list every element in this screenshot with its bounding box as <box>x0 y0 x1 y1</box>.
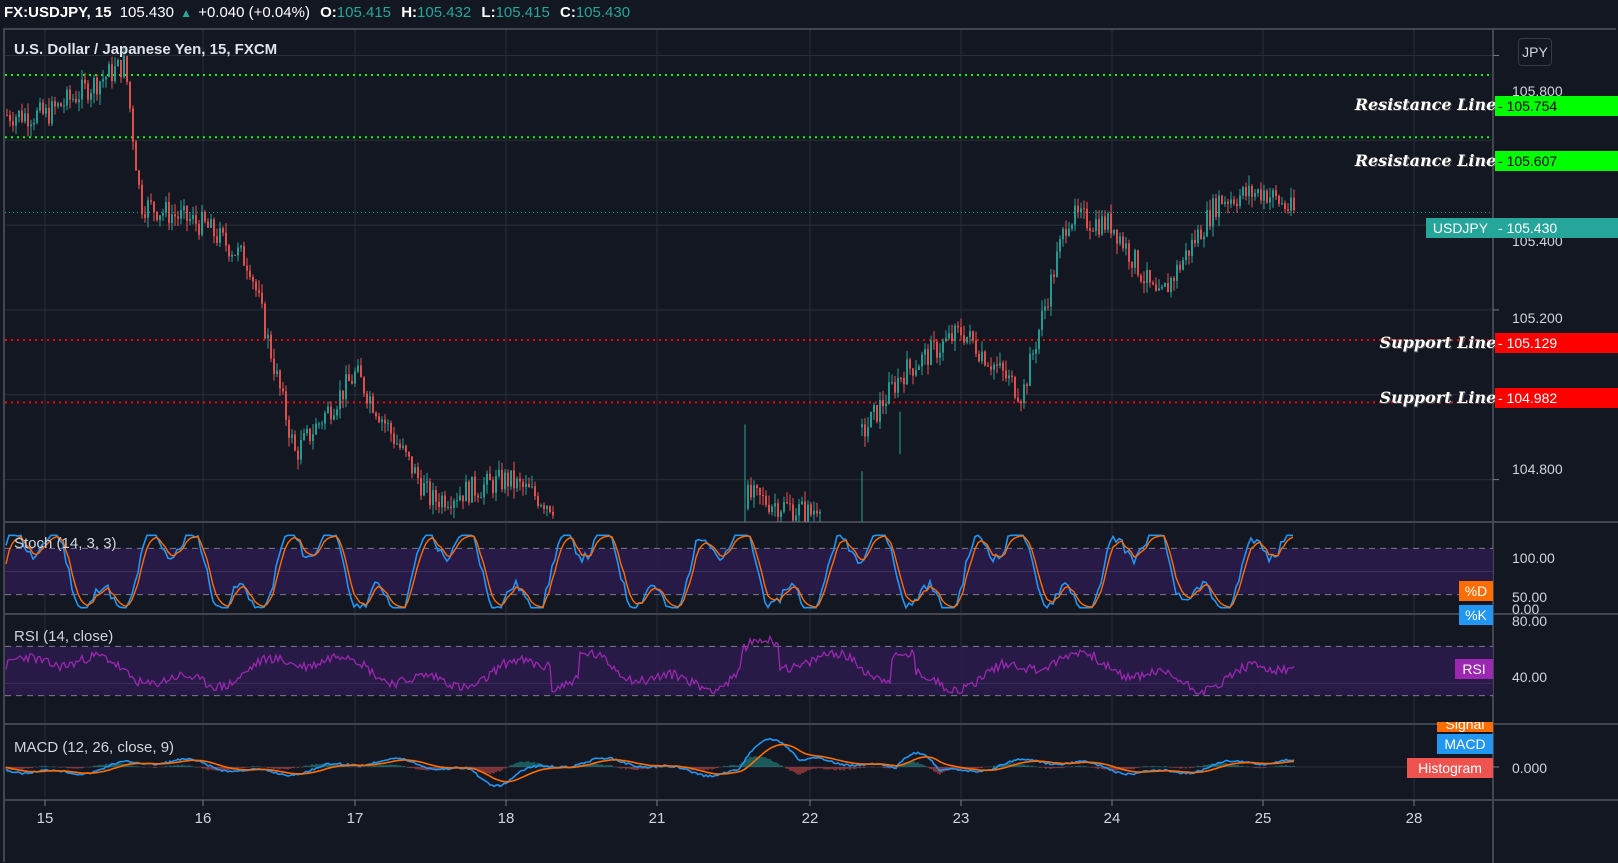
current-price-tag: - 105.430 <box>1495 218 1618 238</box>
support-line-1-price: 105.129 <box>1506 335 1558 351</box>
macd-pane-title[interactable]: MACD (12, 26, close, 9) <box>14 739 175 756</box>
stoch-pane-title[interactable]: Stoch (14, 3, 3) <box>14 535 117 552</box>
rsi-tick: 80.00 <box>1512 613 1548 629</box>
time-label: 17 <box>346 810 364 827</box>
open-label: O: <box>320 4 337 21</box>
open-value: 105.415 <box>336 4 392 21</box>
symbol-label[interactable]: FX:USDJPY, 15 <box>4 4 112 21</box>
time-label: 28 <box>1405 810 1423 827</box>
rsi-tick: 40.00 <box>1512 669 1548 685</box>
last-price: 105.430 <box>119 4 174 21</box>
chart-frame <box>3 28 1616 862</box>
symbol-header: FX:USDJPY, 15 105.430 ▲ +0.040 (+0.04%) … <box>0 0 1618 28</box>
resistance-line-2-label[interactable]: Resistance Line 2 <box>1354 95 1513 114</box>
stoch-tick: 0.00 <box>1512 601 1540 617</box>
stoch-tick: 50.00 <box>1512 589 1548 605</box>
high-label: H: <box>401 4 418 21</box>
rsi-pane-title[interactable]: RSI (14, close) <box>14 628 114 645</box>
currency-button[interactable]: JPY <box>1518 38 1552 66</box>
rsi-tag: RSI <box>1455 659 1493 679</box>
symbol-price-tag: USDJPY <box>1426 218 1495 238</box>
high-value: 105.432 <box>417 4 472 21</box>
time-label: 18 <box>497 810 515 827</box>
time-label: 22 <box>801 810 819 827</box>
close-label: C: <box>560 4 576 21</box>
support-line-1-label[interactable]: Support Line 1 <box>1379 333 1513 352</box>
macd-histogram-tag: Histogram <box>1407 758 1493 778</box>
time-label: 16 <box>194 810 212 827</box>
support-line-2-price-tag: - 104.982 <box>1495 388 1618 408</box>
time-label: 15 <box>36 810 54 827</box>
price-change: +0.040 (+0.04%) <box>198 4 310 21</box>
resistance-line-1-label[interactable]: Resistance Line 1 <box>1354 151 1513 170</box>
resistance-line-1-price: 105.607 <box>1506 153 1558 169</box>
current-price: 105.430 <box>1506 220 1558 236</box>
resistance-line-2-price: 105.754 <box>1506 98 1558 114</box>
stoch-d-tag: %D <box>1459 581 1493 601</box>
stoch-tick: 100.00 <box>1512 550 1555 566</box>
time-label: 24 <box>1103 810 1121 827</box>
macd-tick: 0.000 <box>1512 760 1548 776</box>
support-line-1-price-tag: - 105.129 <box>1495 333 1618 353</box>
main-pane-title: U.S. Dollar / Japanese Yen, 15, FXCM <box>14 41 278 58</box>
support-line-2-label[interactable]: Support Line 2 <box>1379 388 1513 407</box>
support-line-2-price: 104.982 <box>1506 390 1558 406</box>
close-value: 105.430 <box>575 4 631 21</box>
stoch-k-tag: %K <box>1459 605 1493 625</box>
time-label: 21 <box>648 810 666 827</box>
price-tick: 105.800 <box>1512 83 1563 99</box>
price-tick: 105.200 <box>1512 310 1563 326</box>
resistance-line-1-price-tag: - 105.607 <box>1495 151 1618 171</box>
macd-tag: MACD <box>1437 734 1493 754</box>
price-tick: 104.800 <box>1512 461 1563 477</box>
low-label: L: <box>481 4 496 21</box>
time-label: 23 <box>952 810 970 827</box>
resistance-line-2-price-tag: - 105.754 <box>1495 96 1618 116</box>
low-value: 105.415 <box>495 4 550 21</box>
up-arrow-icon: ▲ <box>180 6 193 20</box>
time-label: 25 <box>1254 810 1272 827</box>
macd-signal-tag: Signal <box>1437 722 1493 732</box>
